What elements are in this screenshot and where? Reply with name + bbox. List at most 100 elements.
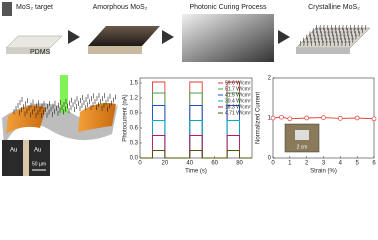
spike xyxy=(320,31,322,37)
spike xyxy=(318,37,320,43)
y-tick-label: 0.6 xyxy=(130,126,139,132)
spike xyxy=(315,24,317,31)
spike xyxy=(312,28,314,34)
spike xyxy=(333,37,335,43)
spike xyxy=(316,31,318,37)
point xyxy=(279,114,284,120)
pdms-label: PDMS xyxy=(30,49,51,56)
spike xyxy=(342,24,344,31)
spike xyxy=(354,28,356,34)
legend-label: 51.7 W/cm² xyxy=(225,86,251,92)
spike xyxy=(313,31,315,37)
spike xyxy=(331,28,333,34)
inset-label: 2 cm xyxy=(297,144,308,150)
spike xyxy=(302,37,304,43)
series-line xyxy=(140,92,252,159)
amorphous-film xyxy=(88,26,160,46)
point xyxy=(371,116,377,122)
y-tick-label: 0.0 xyxy=(130,156,139,162)
spike xyxy=(309,31,311,37)
spike xyxy=(323,28,325,34)
spike xyxy=(333,40,335,47)
curing-photo xyxy=(182,14,274,62)
y-tick-label: 0.9 xyxy=(130,111,139,117)
legend-label: 4.71 W/cm² xyxy=(225,110,251,116)
spike xyxy=(349,40,351,47)
spike xyxy=(361,28,363,34)
spike xyxy=(334,24,336,31)
plot-frame xyxy=(139,77,253,159)
spike xyxy=(311,40,313,47)
spike xyxy=(342,28,344,34)
spike xyxy=(321,37,323,43)
spike xyxy=(354,31,356,37)
x-tick-label: 3 xyxy=(322,161,326,167)
spike xyxy=(332,34,334,40)
spike xyxy=(328,34,330,40)
pdms-substrate xyxy=(5,35,63,49)
spike xyxy=(306,34,308,40)
spike xyxy=(341,40,343,47)
spike xyxy=(365,24,367,31)
point xyxy=(304,115,310,121)
x-tick-label: 60 xyxy=(211,161,218,167)
inset-device xyxy=(295,130,309,140)
series-line xyxy=(140,135,252,159)
spike xyxy=(348,37,350,43)
spike xyxy=(313,34,315,40)
spike xyxy=(299,40,301,47)
x-axis-label: Time (s) xyxy=(185,169,207,175)
spike xyxy=(351,34,353,40)
step-label: Crystalline MoS₂ xyxy=(308,4,360,11)
x-tick-label: 0 xyxy=(271,161,275,167)
x-tick-label: 1 xyxy=(288,161,292,167)
spike xyxy=(320,28,322,34)
spike xyxy=(316,28,318,34)
x-tick-label: 20 xyxy=(162,161,169,167)
series-line xyxy=(140,105,252,159)
film-side xyxy=(88,46,142,54)
legend-label: 18.3 W/cm² xyxy=(225,104,251,110)
y-tick-label: 2 xyxy=(268,76,272,82)
spike xyxy=(325,37,327,43)
spike xyxy=(344,37,346,43)
device-illustration: Au Au 50 μm xyxy=(2,75,118,176)
spike xyxy=(327,24,329,31)
point xyxy=(354,115,360,121)
spike xyxy=(314,40,316,47)
x-tick-label: 5 xyxy=(355,161,359,167)
spike xyxy=(328,31,330,37)
arrow xyxy=(162,30,174,44)
spike xyxy=(322,40,324,47)
step-label: Photonic Curing Process xyxy=(189,4,267,11)
spike xyxy=(351,31,353,37)
spike xyxy=(327,28,329,34)
spike xyxy=(340,37,342,43)
electrode xyxy=(78,103,116,132)
crystal-spikes xyxy=(299,24,367,47)
x-tick-label: 0 xyxy=(138,161,142,167)
spike xyxy=(317,34,319,40)
spike xyxy=(339,28,341,34)
spike xyxy=(323,24,325,31)
legend-label: 41.5 W/cm² xyxy=(225,92,251,98)
x-tick-label: 4 xyxy=(339,161,343,167)
spike xyxy=(361,24,363,31)
spike xyxy=(321,34,323,40)
point xyxy=(270,115,276,121)
spike xyxy=(355,34,357,40)
series-line xyxy=(140,81,252,159)
spike xyxy=(319,24,321,31)
y-tick-label: 1.2 xyxy=(130,96,139,102)
film-side xyxy=(296,48,350,54)
legend-label: 30.4 W/cm² xyxy=(225,98,251,104)
spike xyxy=(314,37,316,43)
spike xyxy=(336,34,338,40)
spike xyxy=(332,31,334,37)
spike xyxy=(307,40,309,47)
series-line xyxy=(140,120,252,159)
y-tick-label: 1 xyxy=(268,116,272,122)
spike xyxy=(350,28,352,34)
x-tick-label: 6 xyxy=(372,161,376,167)
spike xyxy=(330,40,332,47)
